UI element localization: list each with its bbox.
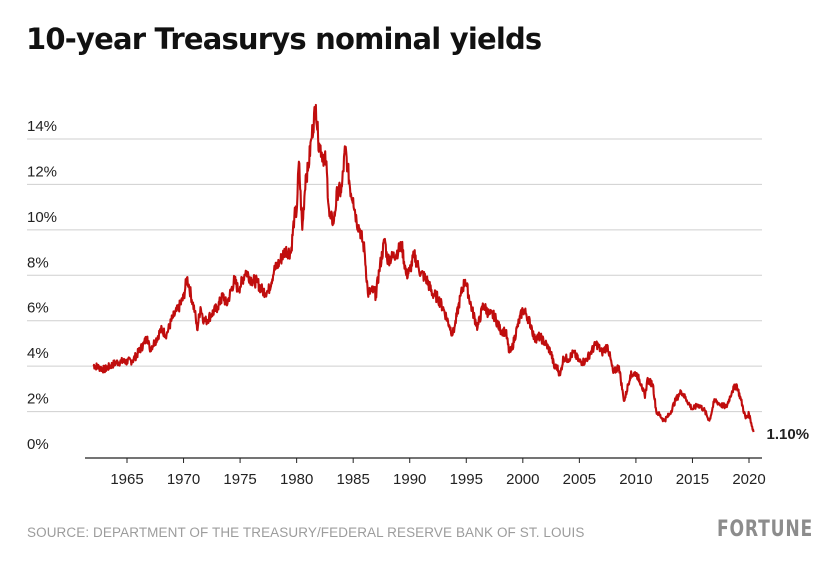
x-tick-label: 1970 — [167, 471, 200, 488]
x-tick-label: 2020 — [732, 471, 765, 488]
source-note: SOURCE: DEPARTMENT OF THE TREASURY/FEDER… — [27, 525, 585, 540]
y-tick-label: 4% — [27, 345, 49, 362]
y-tick-label: 8% — [27, 254, 49, 271]
x-tick-label: 1995 — [450, 471, 483, 488]
x-axis: 1965 1970 1975 1980 1985 1990 1995 2000 2005 2010… — [85, 457, 766, 488]
y-tick-label: 10% — [27, 209, 57, 226]
x-tick-label: 1975 — [223, 471, 256, 488]
annotation-group: 1.10% — [767, 426, 810, 443]
x-tick-label: 1965 — [110, 471, 143, 488]
end-value-label: 1.10% — [767, 426, 810, 443]
y-tick-label: 6% — [27, 300, 49, 317]
gridlines — [27, 138, 762, 413]
x-tick-label: 2010 — [619, 471, 652, 488]
chart-title: 10-year Treasurys nominal yields — [26, 22, 542, 56]
x-tick-label: 2005 — [563, 471, 596, 488]
series-group — [92, 103, 755, 433]
x-tick-label: 2015 — [676, 471, 709, 488]
y-tick-label: 0% — [27, 436, 49, 453]
series-line — [92, 103, 755, 433]
y-tick-label: 2% — [27, 391, 49, 408]
x-tick-label: 2000 — [506, 471, 539, 488]
x-tick-label: 1990 — [393, 471, 426, 488]
x-tick-label: 1985 — [336, 471, 369, 488]
fortune-logo: FORTUNE — [717, 517, 813, 542]
y-axis-tick-labels: 0% 2% 4% 6% 8% 10% 12% 14% — [27, 118, 57, 453]
y-tick-label: 14% — [27, 118, 57, 135]
y-tick-label: 12% — [27, 163, 57, 180]
x-tick-label: 1980 — [280, 471, 313, 488]
